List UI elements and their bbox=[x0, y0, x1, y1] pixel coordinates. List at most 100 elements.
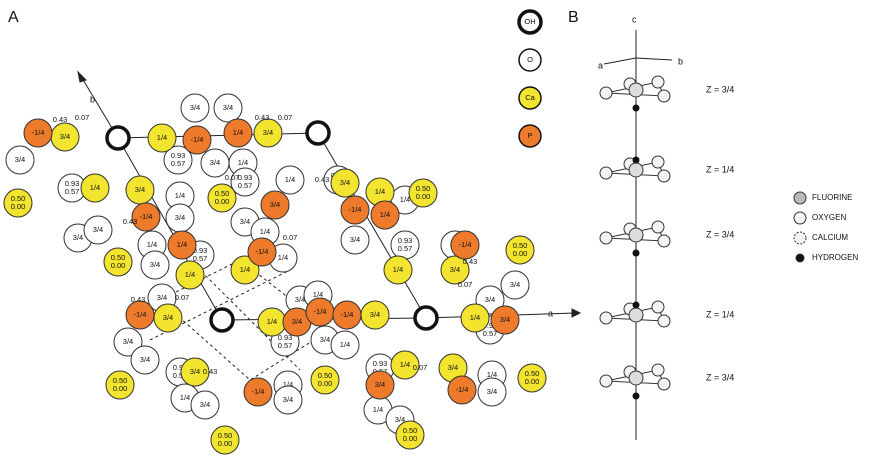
bond bbox=[318, 133, 426, 318]
atom-label: 3/4 bbox=[210, 158, 220, 167]
axis-label: c bbox=[632, 14, 637, 24]
atom-label: 3/4 bbox=[320, 335, 330, 344]
atom-label: 0.00 bbox=[318, 379, 333, 388]
annotation: 0.43 bbox=[463, 257, 478, 266]
atom-label: 0.57 bbox=[238, 181, 253, 190]
annotation: 0.07 bbox=[225, 173, 240, 182]
annotation: 0.07 bbox=[175, 293, 190, 302]
atom-label: 3/4 bbox=[487, 387, 497, 396]
atom-label: 1/4 bbox=[267, 317, 277, 326]
atom-label: 0.00 bbox=[111, 261, 126, 270]
atom-label: 1/4 bbox=[278, 253, 288, 262]
atom-label: 1/4 bbox=[260, 227, 270, 236]
annotation: 0.43 bbox=[203, 367, 218, 376]
atom-label: 3/4 bbox=[292, 317, 302, 326]
atom-label: 1/4 bbox=[470, 313, 480, 322]
hydrogen bbox=[633, 157, 640, 164]
atom-label: 1/4 bbox=[90, 183, 100, 192]
b-axis bbox=[636, 58, 672, 60]
hydrogen bbox=[633, 302, 640, 309]
annotation: 0.43 bbox=[123, 217, 138, 226]
center-atom bbox=[629, 163, 643, 177]
atom-label: 3/4 bbox=[123, 337, 133, 346]
atom-label: 1/4 bbox=[400, 360, 410, 369]
atom-label: 3/4 bbox=[283, 395, 293, 404]
legend-label: FLUORINE bbox=[812, 193, 852, 202]
axis-label: a bbox=[548, 308, 553, 318]
atom bbox=[658, 235, 670, 247]
atom-label: 3/4 bbox=[93, 225, 103, 234]
atom-label: -1/4 bbox=[191, 135, 204, 144]
atom-label: 3/4 bbox=[510, 280, 520, 289]
atom bbox=[600, 375, 612, 387]
atom-label: -1/4 bbox=[314, 307, 327, 316]
a-axis bbox=[604, 58, 636, 64]
atom-label: 0.00 bbox=[215, 197, 230, 206]
atom-label: 0.00 bbox=[513, 249, 528, 258]
legend-symbol bbox=[794, 232, 806, 244]
center-atom bbox=[629, 228, 643, 242]
atom-label: 3/4 bbox=[370, 310, 380, 319]
atom-label: 0.00 bbox=[416, 192, 431, 201]
atom bbox=[658, 90, 670, 102]
atom-label: 3/4 bbox=[60, 132, 70, 141]
atom bbox=[658, 315, 670, 327]
panel-label: B bbox=[568, 9, 579, 26]
axis-label: a bbox=[598, 60, 603, 70]
hydrogen bbox=[633, 250, 640, 257]
atom-label: 1/4 bbox=[285, 175, 295, 184]
atom-label: 0.57 bbox=[398, 244, 413, 253]
atom-label: 3/4 bbox=[350, 235, 360, 244]
arrow bbox=[78, 72, 86, 82]
annotation: 0.43 bbox=[255, 113, 270, 122]
level-label: Z = 3/4 bbox=[706, 84, 734, 94]
atom bbox=[600, 232, 612, 244]
atom-label: 3/4 bbox=[140, 355, 150, 364]
annotation: 0.43 bbox=[131, 295, 146, 304]
level-label: Z = 1/4 bbox=[706, 164, 734, 174]
atom-label: 3/4 bbox=[73, 233, 83, 242]
atom-label: 3/4 bbox=[270, 200, 280, 209]
atom-label: 3/4 bbox=[448, 363, 458, 372]
atom-label: -1/4 bbox=[256, 247, 269, 256]
atom-label: -1/4 bbox=[252, 387, 265, 396]
atom-label: 3/4 bbox=[135, 185, 145, 194]
level-label: Z = 3/4 bbox=[706, 229, 734, 239]
annotation: 0.43 bbox=[53, 115, 68, 124]
atom-label: 1/4 bbox=[380, 210, 390, 219]
atom-label: 3/4 bbox=[190, 367, 200, 376]
atom-label: 0.00 bbox=[525, 377, 540, 386]
atom-label: 3/4 bbox=[163, 313, 173, 322]
atom-label: -1/4 bbox=[140, 212, 153, 221]
atom-label: 3/4 bbox=[450, 265, 460, 274]
atom-oh bbox=[211, 309, 233, 331]
arrow bbox=[572, 309, 580, 317]
atom-label: -1/4 bbox=[341, 310, 354, 319]
annotation: 0.07 bbox=[283, 233, 298, 242]
annotation: 0.07 bbox=[75, 113, 90, 122]
legend-label: P bbox=[527, 131, 532, 140]
atom bbox=[600, 87, 612, 99]
legend-symbol bbox=[794, 212, 806, 224]
atom-label: 3/4 bbox=[240, 217, 250, 226]
atom-oh bbox=[307, 122, 329, 144]
annotation: 0.43 bbox=[315, 175, 330, 184]
legend-label: O bbox=[527, 55, 533, 64]
atom-oh bbox=[415, 307, 437, 329]
atom-label: 3/4 bbox=[500, 315, 510, 324]
annotation: 0.07 bbox=[413, 363, 428, 372]
atom-label: -1/4 bbox=[349, 205, 362, 214]
atom-oh bbox=[107, 127, 129, 149]
atom-label: 1/4 bbox=[185, 270, 195, 279]
atom-label: 1/4 bbox=[177, 240, 187, 249]
legend-symbol bbox=[794, 192, 806, 204]
atom-label: 3/4 bbox=[200, 400, 210, 409]
atom-label: 0.00 bbox=[218, 439, 233, 448]
atom-label: 1/4 bbox=[233, 128, 243, 137]
legend-label: HYDROGEN bbox=[812, 253, 858, 262]
atom bbox=[652, 364, 664, 376]
atom-label: 1/4 bbox=[175, 191, 185, 200]
atom-label: 1/4 bbox=[373, 405, 383, 414]
atom-label: 0.57 bbox=[171, 159, 186, 168]
legend-label: CALCIUM bbox=[812, 233, 848, 242]
